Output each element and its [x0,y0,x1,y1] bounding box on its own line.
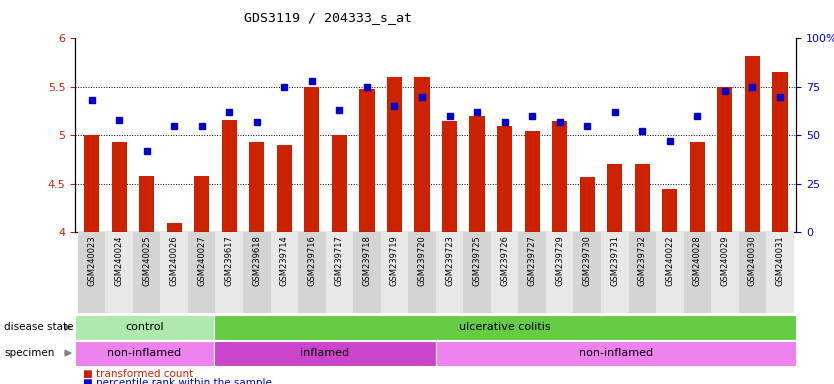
Bar [629,232,656,313]
Bar [298,232,325,313]
Bar [607,164,622,232]
Text: ■ transformed count: ■ transformed count [83,369,193,379]
Bar [133,232,160,313]
Text: GSM239732: GSM239732 [638,235,647,286]
Bar [84,136,99,232]
Bar [139,176,154,232]
Bar [435,341,796,366]
Bar [656,232,684,313]
Text: GSM239617: GSM239617 [224,235,234,286]
Text: specimen: specimen [4,348,54,358]
Bar [662,189,677,232]
Bar [325,232,353,313]
Text: GSM240022: GSM240022 [666,235,675,286]
Bar [359,89,374,232]
Text: GSM240031: GSM240031 [776,235,785,286]
Bar [270,232,298,313]
Bar [78,232,105,313]
Text: GSM239720: GSM239720 [418,235,426,286]
Bar [717,87,732,232]
Bar [690,142,705,232]
Bar [214,315,796,340]
Bar [353,232,380,313]
Bar [580,177,595,232]
Bar [332,136,347,232]
Text: GSM239723: GSM239723 [445,235,454,286]
Text: GSM239618: GSM239618 [253,235,261,286]
Bar [739,232,766,313]
Text: GSM239716: GSM239716 [308,235,316,286]
Text: non-inflamed: non-inflamed [579,348,653,358]
Text: GSM240029: GSM240029 [721,235,730,286]
Bar [519,232,546,313]
Bar [442,121,457,232]
Bar [387,77,402,232]
Bar [249,142,264,232]
Bar [497,126,512,232]
Bar [105,232,133,313]
Text: GDS3119 / 204333_s_at: GDS3119 / 204333_s_at [244,12,411,25]
Bar [194,176,209,232]
Text: GSM239729: GSM239729 [555,235,564,286]
Text: GSM240028: GSM240028 [693,235,702,286]
Bar [711,232,739,313]
Text: GSM239717: GSM239717 [335,235,344,286]
Text: GSM240026: GSM240026 [169,235,178,286]
Bar [745,56,760,232]
Bar [304,87,319,232]
Bar [160,232,188,313]
Text: GSM239725: GSM239725 [473,235,481,286]
Text: inflamed: inflamed [300,348,349,358]
Bar [435,232,464,313]
Bar [380,232,408,313]
Bar [214,341,435,366]
Bar [75,341,214,366]
Bar [464,232,491,313]
Bar [222,120,237,232]
Text: GSM239714: GSM239714 [280,235,289,286]
Text: ulcerative colitis: ulcerative colitis [460,322,551,333]
Text: GSM239718: GSM239718 [363,235,371,286]
Text: GSM240024: GSM240024 [114,235,123,286]
Text: GSM239726: GSM239726 [500,235,509,286]
Bar [414,77,430,232]
Text: GSM240023: GSM240023 [87,235,96,286]
Text: control: control [125,322,163,333]
Bar [635,164,650,232]
Bar [552,121,567,232]
Bar [188,232,215,313]
Bar [766,232,794,313]
Bar [491,232,519,313]
Text: non-inflamed: non-inflamed [108,348,182,358]
Text: GSM239727: GSM239727 [528,235,536,286]
Text: GSM239719: GSM239719 [390,235,399,286]
Text: GSM239731: GSM239731 [610,235,619,286]
Text: GSM239730: GSM239730 [583,235,591,286]
Text: GSM240027: GSM240027 [197,235,206,286]
Text: disease state: disease state [4,322,73,333]
Bar [408,232,435,313]
Text: ■ percentile rank within the sample: ■ percentile rank within the sample [83,378,272,384]
Bar [772,72,787,232]
Bar [75,315,214,340]
Text: GSM240030: GSM240030 [748,235,757,286]
Bar [684,232,711,313]
Text: GSM240025: GSM240025 [142,235,151,286]
Bar [470,116,485,232]
Bar [167,223,182,232]
Bar [112,142,127,232]
Bar [525,131,540,232]
Bar [215,232,243,313]
Bar [277,145,292,232]
Bar [243,232,270,313]
Bar [601,232,629,313]
Bar [574,232,601,313]
Bar [546,232,574,313]
